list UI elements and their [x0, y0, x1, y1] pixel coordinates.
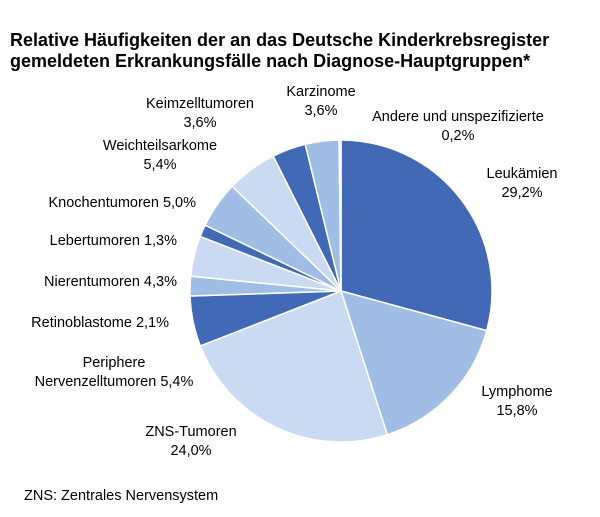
- slice-label: Weichteilsarkome 5,4%: [103, 138, 217, 173]
- slice-label-line: Weichteilsarkome: [103, 138, 217, 154]
- chart-title: Relative Häufigkeiten der an das Deutsch…: [10, 30, 595, 72]
- slice-label: Karzinome 3,6%: [286, 84, 355, 119]
- slice-label-line: Leukämien: [487, 166, 558, 182]
- slice-label-line: 0,2%: [441, 128, 474, 144]
- slice-label-line: Lebertumoren 1,3%: [50, 233, 177, 249]
- footnote: ZNS: Zentrales Nervensystem: [24, 488, 219, 504]
- slice-label-line: Nierentumoren 4,3%: [44, 274, 177, 290]
- pie-slices: [189, 139, 493, 443]
- slice-label: Knochentumoren 5,0%: [48, 195, 196, 211]
- slice-label: Leukämien 29,2%: [487, 166, 558, 201]
- pie-slice: [340, 290, 488, 436]
- slice-label-line: Retinoblastome 2,1%: [31, 315, 169, 331]
- pie-labels: Leukämien 29,2% Lymphome 15,8% ZNS-Tumoren 24…: [31, 84, 557, 459]
- slice-label-line: ZNS-Tumoren: [145, 424, 236, 440]
- slice-label-line: 24,0%: [170, 443, 211, 459]
- slice-label: Lymphome 15,8%: [481, 384, 552, 419]
- pie-slice: [338, 139, 342, 292]
- pie-slice: [199, 290, 388, 443]
- slice-label: ZNS-Tumoren 24,0%: [145, 424, 236, 459]
- slice-label: Periphere Nervenzelltumoren 5,4%: [35, 355, 194, 390]
- slice-label-line: 3,6%: [304, 103, 337, 119]
- chart-title-line-1: Relative Häufigkeiten der an das Deutsch…: [10, 30, 550, 50]
- slice-label: Keimzelltumoren 3,6%: [146, 96, 254, 131]
- slice-label-line: 29,2%: [501, 185, 542, 201]
- slice-label: Lebertumoren 1,3%: [50, 233, 177, 249]
- slice-label-line: Lymphome: [481, 384, 552, 400]
- slice-label-line: Periphere: [83, 355, 146, 371]
- slice-label-line: Karzinome: [286, 84, 355, 100]
- slice-label-line: 5,4%: [143, 157, 176, 173]
- slice-label: Retinoblastome 2,1%: [31, 315, 169, 331]
- slice-label: Nierentumoren 4,3%: [44, 274, 177, 290]
- chart-title-line-2: gemeldeten Erkrankungsfälle nach Diagnos…: [10, 51, 531, 71]
- slice-label-line: Andere und unspezifizierte: [372, 109, 544, 125]
- pie-slice: [340, 139, 493, 332]
- slice-label: Andere und unspezifizierte 0,2%: [372, 109, 544, 144]
- slice-label-line: Nervenzelltumoren 5,4%: [35, 374, 194, 390]
- slice-label-line: 3,6%: [183, 115, 216, 131]
- slice-label-line: Keimzelltumoren: [146, 96, 254, 112]
- slice-label-line: Knochentumoren 5,0%: [48, 195, 196, 211]
- slice-label-line: 15,8%: [496, 403, 537, 419]
